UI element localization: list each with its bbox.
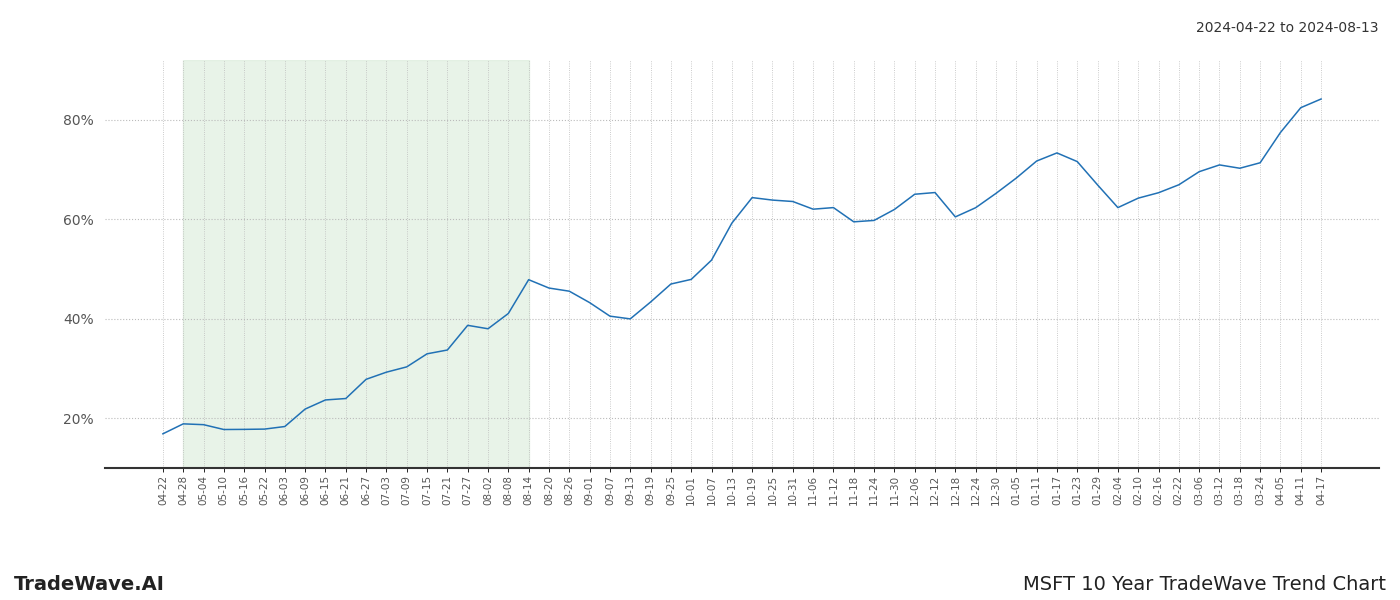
Text: MSFT 10 Year TradeWave Trend Chart: MSFT 10 Year TradeWave Trend Chart	[1023, 575, 1386, 594]
Text: 2024-04-22 to 2024-08-13: 2024-04-22 to 2024-08-13	[1197, 21, 1379, 35]
Text: TradeWave.AI: TradeWave.AI	[14, 575, 165, 594]
Bar	[183, 60, 529, 468]
